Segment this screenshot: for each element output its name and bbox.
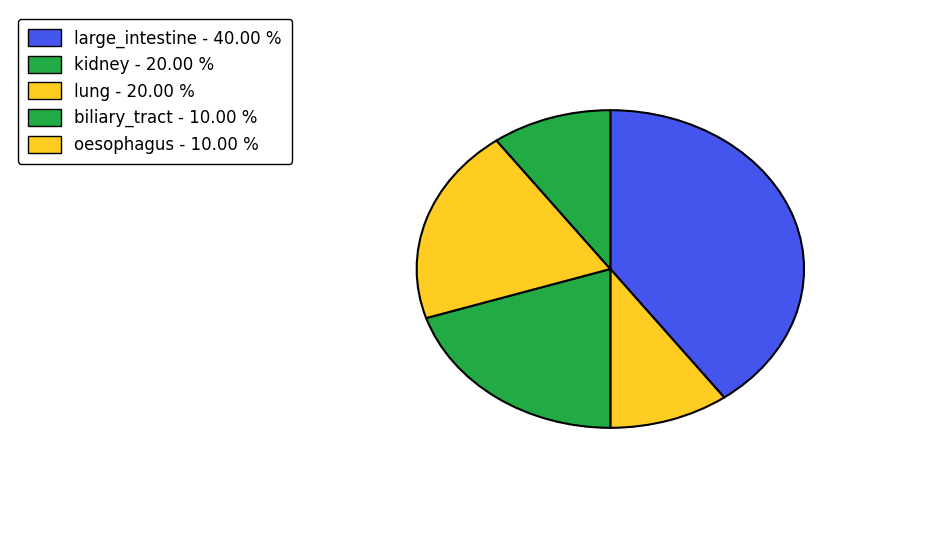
Wedge shape bbox=[497, 110, 610, 269]
Wedge shape bbox=[610, 110, 804, 398]
Wedge shape bbox=[417, 140, 610, 318]
Wedge shape bbox=[426, 269, 610, 428]
Wedge shape bbox=[610, 269, 724, 428]
Legend: large_intestine - 40.00 %, kidney - 20.00 %, lung - 20.00 %, biliary_tract - 10.: large_intestine - 40.00 %, kidney - 20.0… bbox=[18, 19, 292, 164]
